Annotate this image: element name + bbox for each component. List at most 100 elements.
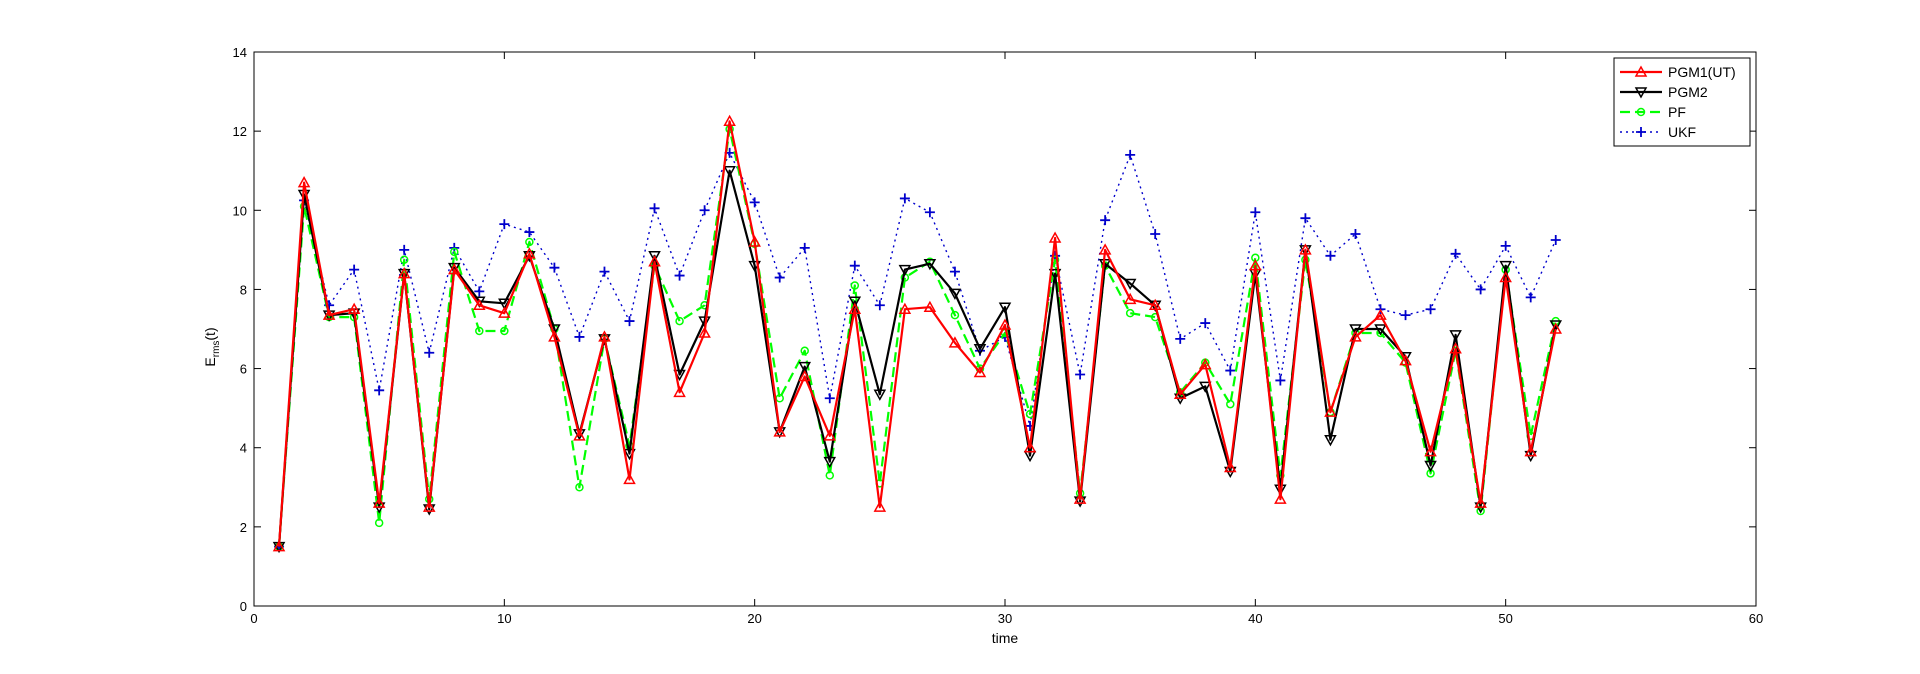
data-point (1300, 213, 1311, 224)
y-tick-label: 10 (233, 203, 247, 218)
data-point (1123, 292, 1137, 305)
data-point (773, 425, 786, 437)
data-point (475, 326, 484, 336)
legend-item: PGM1(UT) (1620, 64, 1736, 80)
data-point (1100, 215, 1111, 226)
y-tick-label: 12 (233, 124, 247, 139)
data-point (1274, 492, 1287, 504)
data-point (450, 247, 459, 257)
data-point (399, 255, 409, 264)
data-point (849, 260, 860, 271)
series-line (277, 169, 1557, 547)
legend-marker (1634, 65, 1648, 77)
data-point (1549, 322, 1563, 334)
data-point (1400, 310, 1411, 321)
data-point (524, 227, 535, 238)
data-point (347, 302, 361, 314)
data-point (850, 281, 860, 290)
data-point (798, 369, 812, 382)
data-point (898, 264, 912, 277)
data-point (648, 255, 661, 267)
y-tick-label: 8 (240, 282, 247, 297)
data-point (374, 385, 385, 396)
data-point (1524, 445, 1537, 457)
data-point (1475, 284, 1486, 295)
legend-marker (1636, 127, 1646, 137)
data-point (624, 316, 635, 327)
data-point (1075, 369, 1086, 380)
data-point (899, 193, 910, 204)
data-point (1175, 333, 1186, 344)
legend-label: PGM1(UT) (1668, 64, 1736, 80)
data-point (824, 393, 835, 404)
data-point (823, 429, 837, 441)
data-point (1350, 229, 1361, 240)
data-point (1173, 387, 1187, 400)
data-point (874, 300, 885, 311)
data-point (1225, 365, 1236, 376)
data-point (473, 298, 486, 311)
data-point (574, 331, 585, 342)
data-point (1550, 234, 1561, 245)
data-point (675, 316, 684, 326)
x-tick-label: 50 (1498, 611, 1512, 626)
data-point (1324, 435, 1337, 447)
data-point (1224, 460, 1237, 473)
x-tick-label: 10 (497, 611, 511, 626)
data-point (873, 500, 887, 512)
data-point (800, 346, 809, 356)
data-point (1374, 324, 1387, 336)
data-point (748, 235, 761, 247)
data-point (447, 263, 461, 275)
data-point (848, 302, 862, 314)
data-point (898, 302, 912, 314)
data-point (1250, 207, 1261, 218)
data-point (1150, 229, 1161, 240)
data-point (723, 114, 736, 126)
data-point (1023, 441, 1037, 453)
data-point (1123, 278, 1137, 291)
series-line (277, 120, 1557, 547)
y-axis-label-main: E (202, 357, 218, 366)
legend-marker (1634, 87, 1648, 99)
data-point (397, 267, 411, 279)
legend-item: UKF (1620, 124, 1696, 140)
data-point (699, 205, 710, 216)
data-point (598, 334, 611, 346)
data-point (1449, 342, 1462, 354)
data-point (322, 308, 336, 320)
data-point (474, 286, 485, 297)
data-point (372, 496, 386, 508)
legend-label: PGM2 (1668, 84, 1708, 100)
data-point (349, 264, 360, 275)
data-point (399, 244, 410, 255)
data-point (272, 540, 286, 552)
y-tick-label: 0 (240, 599, 247, 614)
series-line (277, 128, 1557, 547)
x-tick-label: 60 (1749, 611, 1763, 626)
data-point (698, 316, 711, 328)
data-point (673, 385, 686, 398)
legend-label: PF (1668, 104, 1686, 120)
axis-ticks: 0 10 20 30 40 50 60 0 2 4 6 8 10 12 14 (233, 45, 1764, 626)
x-tick-label: 20 (747, 611, 761, 626)
data-point (1275, 375, 1286, 386)
data-point (1549, 320, 1563, 332)
legend-marker (1636, 107, 1646, 117)
data-point (1125, 308, 1135, 318)
data-point (674, 270, 685, 281)
data-point (948, 288, 962, 300)
data-point (1125, 149, 1136, 160)
data-point (575, 483, 584, 492)
data-point (1525, 292, 1536, 303)
data-point (548, 330, 561, 342)
data-point (374, 518, 384, 528)
data-point (798, 361, 812, 374)
data-point (1249, 259, 1262, 271)
y-tick-label: 14 (233, 45, 247, 60)
series-0 (272, 114, 1563, 552)
data-point (998, 302, 1012, 314)
data-point (823, 456, 837, 469)
legend-items: PGM1(UT) PGM2 PF UKF (1620, 64, 1736, 140)
